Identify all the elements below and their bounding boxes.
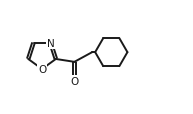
Text: O: O [70, 76, 79, 86]
Text: N: N [47, 38, 54, 48]
Text: O: O [38, 64, 46, 74]
